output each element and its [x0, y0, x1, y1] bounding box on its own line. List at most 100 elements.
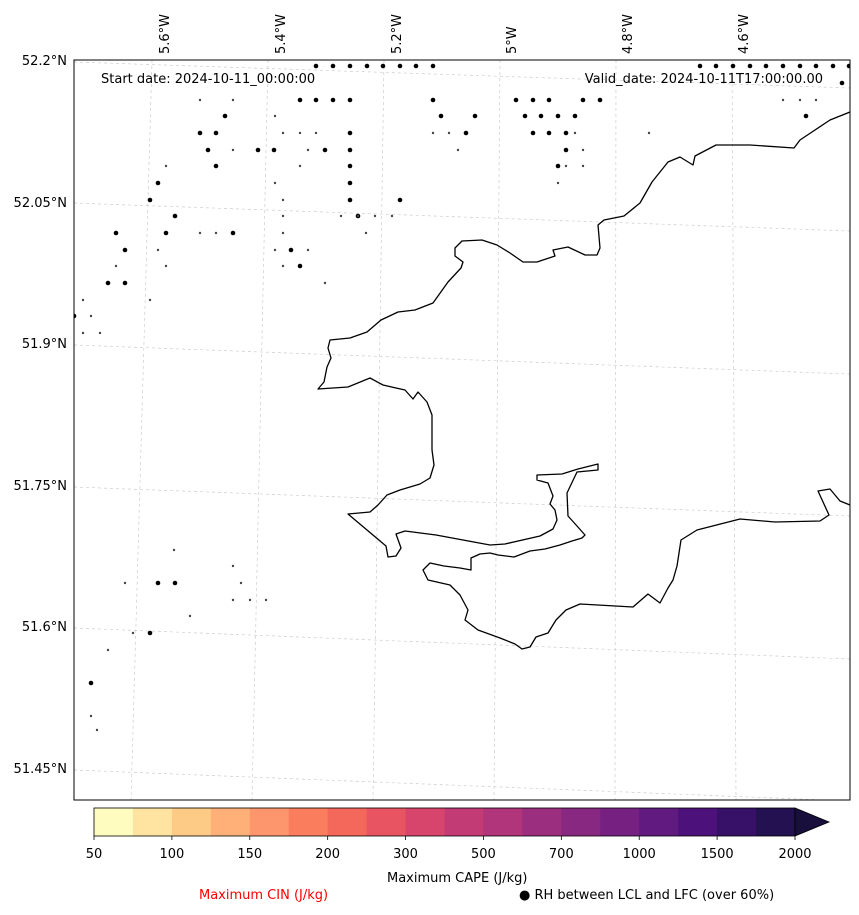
rh-dot: [213, 163, 219, 169]
rh-dot: [555, 113, 561, 119]
lon-tick-label: 5.6°W: [158, 14, 173, 54]
rh-dot: [313, 63, 319, 69]
colorbar-cell: [210, 808, 251, 836]
rh-dot: [288, 247, 294, 253]
gridline-lat: [74, 202, 850, 232]
rh-dot-small: [798, 98, 802, 102]
gridline-lon: [372, 60, 385, 800]
rh-dot-small: [573, 131, 577, 135]
rh-dot: [330, 97, 336, 103]
rh-dot-small: [306, 248, 310, 252]
rh-dot-small: [172, 548, 176, 552]
rh-dot-small: [198, 231, 202, 235]
lon-tick-label: 5.2°W: [390, 14, 405, 54]
rh-dot-small: [188, 614, 192, 618]
lat-tick-label: 51.9°N: [22, 337, 67, 352]
gridline-lon: [251, 60, 269, 800]
rh-dot: [697, 63, 703, 69]
rh-dot-small: [81, 331, 85, 335]
rh-dot: [830, 63, 836, 69]
rh-dot: [297, 97, 303, 103]
colorbar-cell: [405, 808, 445, 836]
rh-dot: [172, 580, 178, 586]
rh-dot: [330, 63, 336, 69]
colorbar-cell: [444, 808, 484, 836]
rh-dot: [113, 230, 119, 236]
colorbar-cell: [288, 808, 329, 836]
rh-dot: [747, 63, 753, 69]
colorbar-tick-label: 50: [86, 847, 103, 862]
gridline-lon: [731, 60, 737, 800]
rh-dot: [213, 130, 219, 136]
rh-dot: [397, 197, 403, 203]
rh-dot-small: [231, 564, 235, 568]
rh-dot: [522, 113, 528, 119]
rh-dot-small: [298, 164, 302, 168]
rh-dot-small: [98, 331, 102, 335]
rh-dot: [255, 147, 261, 153]
rh-dot-small: [123, 581, 127, 585]
gridline-lat: [74, 486, 850, 517]
rh-dot: [530, 97, 536, 103]
map-frame: [73, 59, 851, 801]
gridline-lat: [74, 769, 834, 800]
rh-dot: [413, 63, 419, 69]
rh-dot-small: [364, 231, 368, 235]
colorbar-cell: [132, 808, 173, 836]
cin-legend-label: Maximum CIN (J/kg): [199, 888, 329, 903]
colorbar-cell: [249, 808, 290, 836]
colorbar-cell: [600, 808, 640, 836]
rh-dot: [546, 97, 552, 103]
rh-dot-small: [214, 231, 218, 235]
colorbar: 50 100 150 200 300 500 700 1000 1500 2000: [86, 807, 831, 862]
rh-dot: [147, 630, 153, 636]
rh-dot: [780, 63, 786, 69]
rh-dot-icon: ●: [519, 888, 531, 903]
rh-dot: [430, 97, 436, 103]
rh-dot-small: [281, 231, 285, 235]
rh-dot: [347, 147, 353, 153]
colorbar-ticks: 50 100 150 200 300 500 700 1000 1500 2000: [86, 836, 812, 862]
rh-dot-small: [89, 714, 93, 718]
rh-dot: [147, 197, 153, 203]
rh-dot: [730, 63, 736, 69]
rh-dot: [538, 113, 544, 119]
lat-tick-label: 52.2°N: [22, 54, 67, 69]
rh-dot-small: [556, 181, 560, 185]
gridline-lon: [614, 60, 617, 800]
rh-dot-small: [373, 214, 377, 218]
gridline-lat: [74, 627, 850, 660]
rh-dot-small: [231, 148, 235, 152]
colorbar-cell: [366, 808, 407, 836]
rh-dot: [563, 130, 569, 136]
rh-dot-small: [281, 264, 285, 268]
rh-dot-small: [273, 114, 277, 118]
rh-dot: [313, 97, 319, 103]
lat-tick-label: 51.75°N: [14, 479, 67, 494]
colorbar-tick-label: 700: [549, 847, 574, 862]
rh-dot: [163, 230, 169, 236]
rh-dot-small: [281, 131, 285, 135]
longitude-ticks: 5.6°W 5.4°W 5.2°W 5°W 4.8°W 4.6°W: [158, 14, 752, 54]
colorbar-cell: [327, 808, 368, 836]
rh-stippling: [74, 63, 850, 732]
rh-dot-small: [95, 728, 99, 732]
rh-dot: [803, 113, 809, 119]
rh-dot: [797, 63, 803, 69]
colorbar-cells: [94, 808, 796, 836]
rh-dot-small: [456, 148, 460, 152]
rh-dot-small: [647, 131, 651, 135]
rh-dot-small: [148, 298, 152, 302]
rh-dot-small: [581, 164, 585, 168]
gridline-lon: [130, 60, 153, 800]
rh-dot-small: [431, 131, 435, 135]
rh-dot-small: [339, 214, 343, 218]
rh-dot: [347, 197, 353, 203]
lat-tick-label: 51.6°N: [22, 620, 67, 635]
rh-dot-small: [306, 148, 310, 152]
rh-dot: [172, 213, 178, 219]
colorbar-cell: [522, 808, 562, 836]
rh-dot: [380, 63, 386, 69]
colorbar-tick-label: 500: [471, 847, 496, 862]
